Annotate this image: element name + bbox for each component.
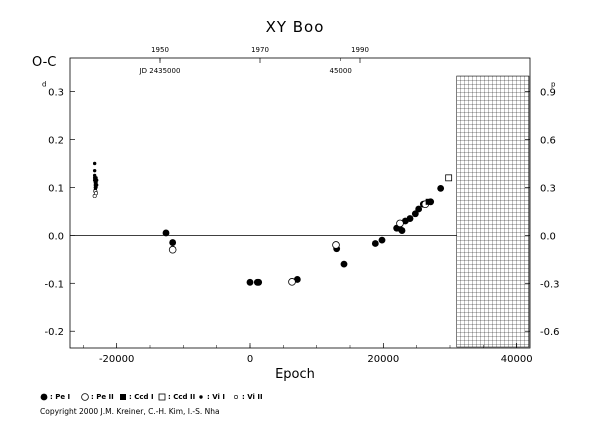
data-point	[415, 205, 423, 213]
data-point	[168, 245, 177, 254]
legend-marker	[81, 393, 89, 401]
data-point	[411, 210, 419, 218]
y-tick-label: 0.3	[48, 88, 64, 99]
ticks: -20000 0 20000 40000-0.2-0.10.00.10.20.3d-0…	[42, 46, 560, 365]
right-tick-label: -0.6	[540, 327, 560, 338]
legend-marker	[234, 394, 239, 399]
data-point	[92, 161, 97, 166]
data-point	[371, 240, 379, 247]
data-point	[288, 278, 296, 286]
copyright-text: Copyright 2000 J.M. Kreiner, C.-H. Kim, …	[40, 407, 220, 416]
right-tick-label: -0.3	[540, 279, 560, 290]
jd-tick-label: 45000	[330, 67, 352, 75]
legend-marker	[40, 393, 48, 401]
legend: : Pe I : Pe II : Ccd I : Ccd II : Vi I : Vi I…	[40, 393, 263, 401]
legend-marker	[158, 393, 166, 401]
y-tick-label: 0.0	[48, 231, 64, 242]
right-tick-label: 0.3	[540, 183, 556, 194]
data-point	[92, 168, 97, 173]
right-tick-label: 0.6	[540, 135, 556, 146]
axes	[69, 57, 531, 349]
y-tick-label: 0.2	[48, 135, 64, 146]
year-tick-label: 1970	[251, 46, 269, 54]
jd-tick-label: JD 2435000	[139, 67, 181, 75]
data-point	[425, 198, 432, 205]
legend-marker	[199, 395, 203, 399]
legend-label: : Pe I	[50, 393, 70, 401]
x-tick-label: -20000	[99, 354, 134, 365]
x-tick-label: 20000	[367, 354, 399, 365]
data-point	[94, 178, 99, 182]
data-point	[94, 183, 99, 187]
y-tick-label: 0.1	[48, 183, 64, 194]
x-tick-label: 0	[247, 354, 253, 365]
data-point	[406, 215, 414, 222]
y-tick-label: -0.2	[44, 327, 64, 338]
y-axis-label: O-C	[32, 55, 56, 70]
data-point	[398, 227, 406, 234]
x-tick-label: 40000	[501, 354, 533, 365]
year-tick-label: 1990	[351, 46, 369, 54]
y-tick-label: -0.1	[44, 279, 64, 290]
data-points	[92, 161, 453, 286]
data-point	[437, 184, 445, 192]
legend-label: : Ccd I	[129, 393, 154, 401]
x-axis-label: Epoch	[275, 367, 315, 382]
data-point	[94, 191, 99, 196]
legend-label: : Vi I	[207, 393, 225, 401]
data-point	[378, 236, 386, 244]
legend-label: : Vi II	[242, 393, 263, 401]
year-tick-label: 1950	[151, 46, 169, 54]
plot-frame	[69, 57, 531, 349]
legend-marker	[120, 394, 126, 400]
data-point	[169, 239, 177, 246]
right-tick-label: 0.9	[540, 88, 556, 99]
data-point	[332, 241, 340, 249]
right-tick-label: 0.0	[540, 231, 556, 242]
y-unit-superscript: d	[42, 81, 46, 89]
data-point	[162, 229, 170, 237]
data-point	[246, 278, 254, 286]
chart-title: XY Boo	[266, 18, 325, 36]
legend-label: : Ccd II	[168, 393, 195, 401]
data-point	[396, 219, 404, 228]
data-point	[340, 260, 348, 268]
data-point	[445, 174, 453, 182]
legend-label: : Pe II	[91, 393, 114, 401]
right-unit-superscript: p	[551, 81, 556, 89]
future-hatched-region	[456, 75, 530, 348]
data-point	[255, 278, 263, 286]
